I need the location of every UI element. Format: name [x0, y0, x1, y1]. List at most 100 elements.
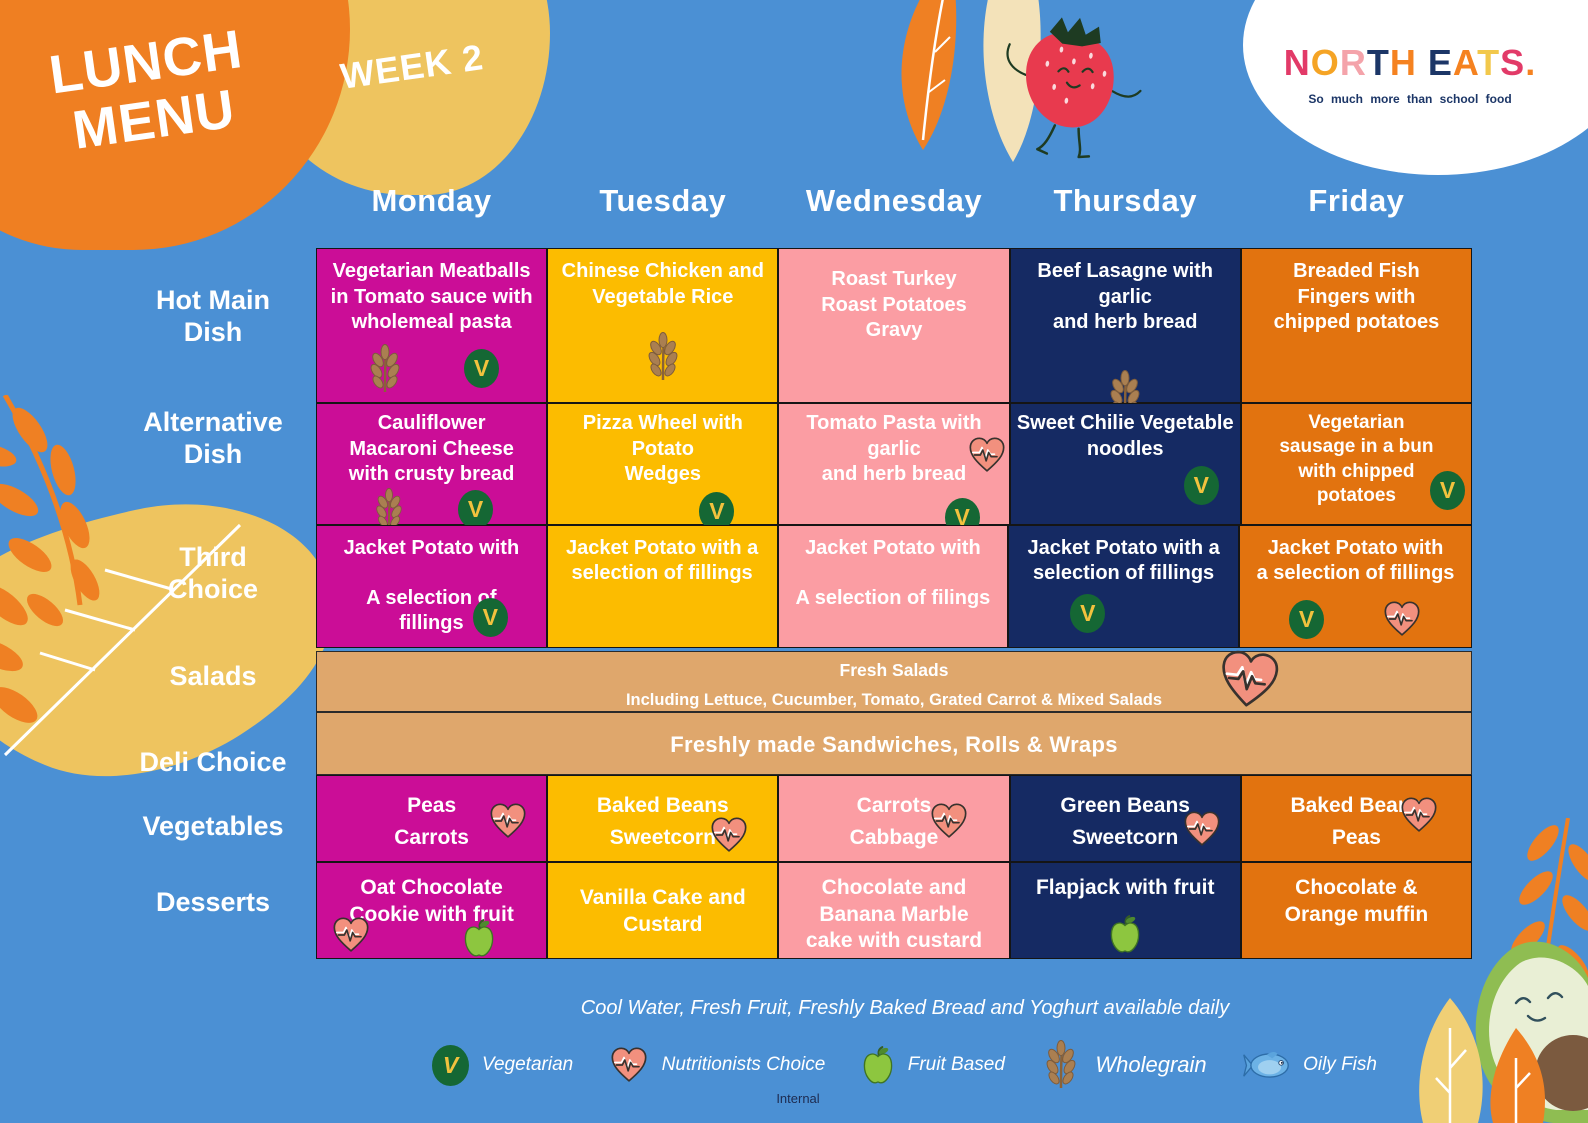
row-label-vegetables: Vegetables [142, 811, 284, 841]
oily-fish-icon [1242, 1049, 1290, 1082]
day-header-wednesday: Wednesday [805, 183, 983, 218]
menu-cell-hot-wednesday: Roast Turkey Roast Potatoes Gravy [778, 248, 1010, 403]
dish-text: Jacket Potato with A selection of filing… [795, 537, 991, 609]
dish-text: Vegetarian sausage in a bun with chipped… [1279, 412, 1434, 506]
deli-band: Freshly made Sandwiches, Rolls & Wraps [316, 712, 1472, 775]
wholegrain-icon [1040, 1040, 1082, 1090]
menu-cell-veg-monday: Peas Carrots [316, 775, 548, 862]
third-choice-row: Jacket Potato with A selection of fillin… [316, 525, 1472, 648]
nutritionists-choice-icon [967, 434, 1007, 476]
dish-text: Tomato Pasta with garlic and herb bread [806, 412, 982, 486]
menu-cell-des-tuesday: Vanilla Cake and Custard [547, 862, 779, 959]
wholegrain-icon [364, 344, 406, 394]
dish-text: Beef Lasagne with garlic and herb bread [1037, 260, 1214, 334]
vegetarian-icon [1070, 594, 1106, 633]
row-label-desserts: Desserts [155, 887, 271, 917]
menu-cell-third-thursday: Jacket Potato with a selection of fillin… [1008, 525, 1239, 648]
legend-item-wholegrain: Wholegrain [1040, 1040, 1207, 1090]
menu-cell-hot-tuesday: Chinese Chicken and Vegetable Rice [547, 248, 779, 403]
menu-cell-des-friday: Chocolate & Orange muffin [1240, 862, 1473, 959]
hot-main-row: Vegetarian Meatballs in Tomato sauce wit… [316, 248, 1473, 403]
menu-cell-third-monday: Jacket Potato with A selection of fillin… [316, 525, 547, 648]
dish-text: Breaded Fish Fingers with chipped potato… [1273, 260, 1440, 334]
dish-text: Jacket Potato with a selection of fillin… [565, 537, 759, 584]
day-header-tuesday: Tuesday [599, 183, 727, 218]
dish-text: Flapjack with fruit [1035, 876, 1215, 899]
dish-text: Oat Chocolate Cookie with fruit [349, 876, 514, 926]
menu-cell-third-friday: Jacket Potato with a selection of fillin… [1239, 525, 1472, 648]
dish-text: Pizza Wheel with Potato Wedges [582, 412, 743, 486]
menu-cell-veg-thursday: Green Beans Sweetcorn [1009, 775, 1241, 862]
dish-text: Green Beans Sweetcorn [1060, 794, 1190, 849]
nutritionists-choice-icon [488, 800, 528, 842]
menu-cell-third-wednesday: Jacket Potato with A selection of filing… [777, 525, 1009, 648]
legend-label: Nutritionists Choice [661, 1054, 826, 1075]
dish-text: Vanilla Cake and Custard [579, 886, 746, 936]
day-header-monday: Monday [371, 183, 492, 218]
menu-cell-alt-monday: Cauliflower Macaroni Cheese with crusty … [316, 403, 548, 525]
dish-text: Jacket Potato with a selection of fillin… [1027, 537, 1220, 584]
day-header-friday: Friday [1308, 183, 1405, 218]
menu-cell-third-tuesday: Jacket Potato with a selection of fillin… [546, 525, 778, 648]
vegetarian-icon [432, 1044, 469, 1086]
dish-text: Carrots Cabbage [849, 794, 939, 849]
fruit-based-icon [1108, 914, 1142, 954]
nutritionists-choice-icon [1382, 598, 1422, 640]
menu-cell-veg-wednesday: Carrots Cabbage [778, 775, 1010, 862]
nutritionists-choice-icon [609, 1044, 649, 1086]
fruit-based-icon [861, 1045, 895, 1085]
vegetarian-icon [472, 598, 508, 637]
row-label-deli-choice: Deli Choice [139, 747, 287, 777]
nutritionists-choice-icon [1214, 643, 1285, 717]
legend-item-nutritionists-choice: Nutritionists Choice [609, 1044, 826, 1086]
row-label-alternative: Alternative Dish [143, 407, 283, 470]
dish-text: Vegetarian Meatballs in Tomato sauce wit… [330, 260, 533, 334]
row-label-third-choice: Third Choice [167, 542, 259, 605]
salads-band: Fresh Salads Including Lettuce, Cucumber… [316, 651, 1472, 712]
legend-item-vegetarian: Vegetarian [432, 1044, 574, 1086]
menu-cell-des-wednesday: Chocolate and Banana Marble cake with cu… [778, 862, 1010, 959]
dish-text: Chinese Chicken and Vegetable Rice [561, 260, 764, 308]
menu-cell-des-monday: Oat Chocolate Cookie with fruit [316, 862, 548, 959]
dish-text: Peas Carrots [394, 794, 469, 849]
menu-cell-alt-friday: Vegetarian sausage in a bun with chipped… [1240, 403, 1473, 525]
logo-tagline: So much more than school food [1308, 92, 1512, 106]
dish-text: Jacket Potato with a selection of fillin… [1256, 537, 1455, 584]
daily-availability-note: Cool Water, Fresh Fruit, Freshly Baked B… [580, 997, 1230, 1019]
desserts-row: Oat Chocolate Cookie with fruit Vanilla … [316, 862, 1473, 959]
logo-background-blob [1243, 0, 1588, 175]
salads-title: Fresh Salads [839, 660, 949, 680]
day-header-row: Monday Tuesday Wednesday Thursday Friday [316, 183, 1472, 219]
dish-text: Sweet Chilie Vegetable noodles [1016, 412, 1234, 460]
fruit-based-icon [462, 918, 496, 958]
dish-text: Jacket Potato with A selection of fillin… [343, 537, 520, 634]
dish-text: Baked Beans Sweetcorn [596, 794, 729, 849]
day-header-thursday: Thursday [1053, 183, 1197, 218]
vegetarian-icon [1430, 471, 1466, 510]
dish-text: Roast Turkey Roast Potatoes Gravy [821, 268, 967, 342]
alternative-row: Cauliflower Macaroni Cheese with crusty … [316, 403, 1473, 537]
vegetarian-icon [699, 491, 735, 531]
nutritionists-choice-icon [331, 914, 371, 956]
row-label-hot-main: Hot Main Dish [156, 285, 270, 348]
internal-watermark: Internal [776, 1091, 820, 1106]
deli-text: Freshly made Sandwiches, Rolls & Wraps [670, 732, 1118, 757]
dish-text: Chocolate and Banana Marble cake with cu… [805, 876, 983, 953]
menu-cell-veg-friday: Baked Beans Peas [1240, 775, 1473, 862]
dish-text: Cauliflower Macaroni Cheese with crusty … [348, 412, 515, 486]
vegetables-row: Peas Carrots Baked Beans Sweetcorn Carro… [316, 775, 1473, 862]
leaf-branch-decoration [0, 395, 332, 777]
nutritionists-choice-icon [709, 814, 749, 856]
legend-label: Wholegrain [1095, 1052, 1207, 1077]
strawberry-leaf-decoration [901, 0, 1142, 162]
vegetarian-icon [464, 349, 500, 389]
menu-cell-hot-friday: Breaded Fish Fingers with chipped potato… [1240, 248, 1473, 403]
legend-label: Vegetarian [482, 1054, 574, 1075]
row-label-salads: Salads [169, 661, 257, 691]
legend-item-oily-fish: Oily Fish [1242, 1049, 1377, 1082]
nutritionists-choice-icon [1182, 808, 1222, 850]
legend-item-fruit-based: Fruit Based [861, 1045, 1005, 1085]
vegetarian-icon [458, 490, 494, 530]
menu-cell-veg-tuesday: Baked Beans Sweetcorn [547, 775, 779, 862]
menu-cell-des-thursday: Flapjack with fruit [1009, 862, 1241, 959]
